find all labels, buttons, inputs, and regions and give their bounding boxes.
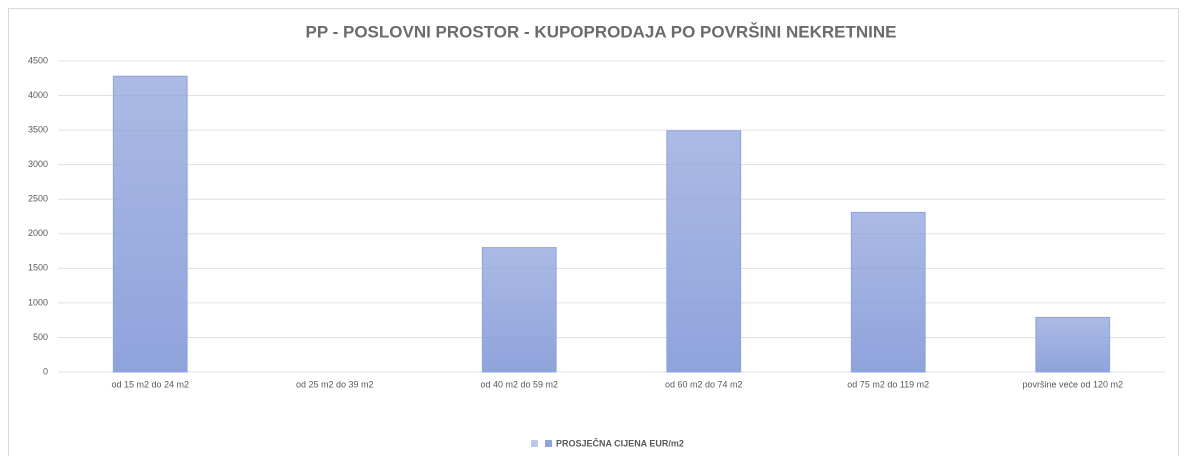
y-tick-label: 1500 xyxy=(28,263,48,273)
x-tick-label: od 15 m2 do 24 m2 xyxy=(111,379,189,389)
chart-frame xyxy=(8,8,1179,456)
y-tick-label: 2500 xyxy=(28,194,48,204)
bar xyxy=(1035,316,1111,373)
x-tick-label: površine veće od 120 m2 xyxy=(1022,379,1123,389)
x-tick-label: od 25 m2 do 39 m2 xyxy=(296,379,374,389)
y-tick-label: 4000 xyxy=(28,90,48,100)
y-tick-label: 1000 xyxy=(28,297,48,307)
y-tick-label: 3000 xyxy=(28,159,48,169)
y-tick-label: 4500 xyxy=(28,55,48,65)
bar xyxy=(850,211,926,373)
x-tick-label: od 75 m2 do 119 m2 xyxy=(847,379,929,389)
x-tick-label: od 40 m2 do 59 m2 xyxy=(480,379,558,389)
legend-swatch xyxy=(545,440,552,447)
y-tick-label: 3500 xyxy=(28,124,48,134)
y-tick-label: 2000 xyxy=(28,228,48,238)
legend-swatch-light xyxy=(531,440,538,447)
bar xyxy=(666,130,742,373)
bar xyxy=(112,75,188,373)
legend-label: PROSJEČNA CIJENA EUR/m2 xyxy=(556,437,684,448)
chart-title: PP - POSLOVNI PROSTOR - KUPOPRODAJA PO P… xyxy=(306,22,897,41)
bar xyxy=(481,247,557,373)
y-tick-label: 500 xyxy=(33,332,48,342)
y-tick-label: 0 xyxy=(43,366,48,376)
x-tick-label: od 60 m2 do 74 m2 xyxy=(665,379,743,389)
